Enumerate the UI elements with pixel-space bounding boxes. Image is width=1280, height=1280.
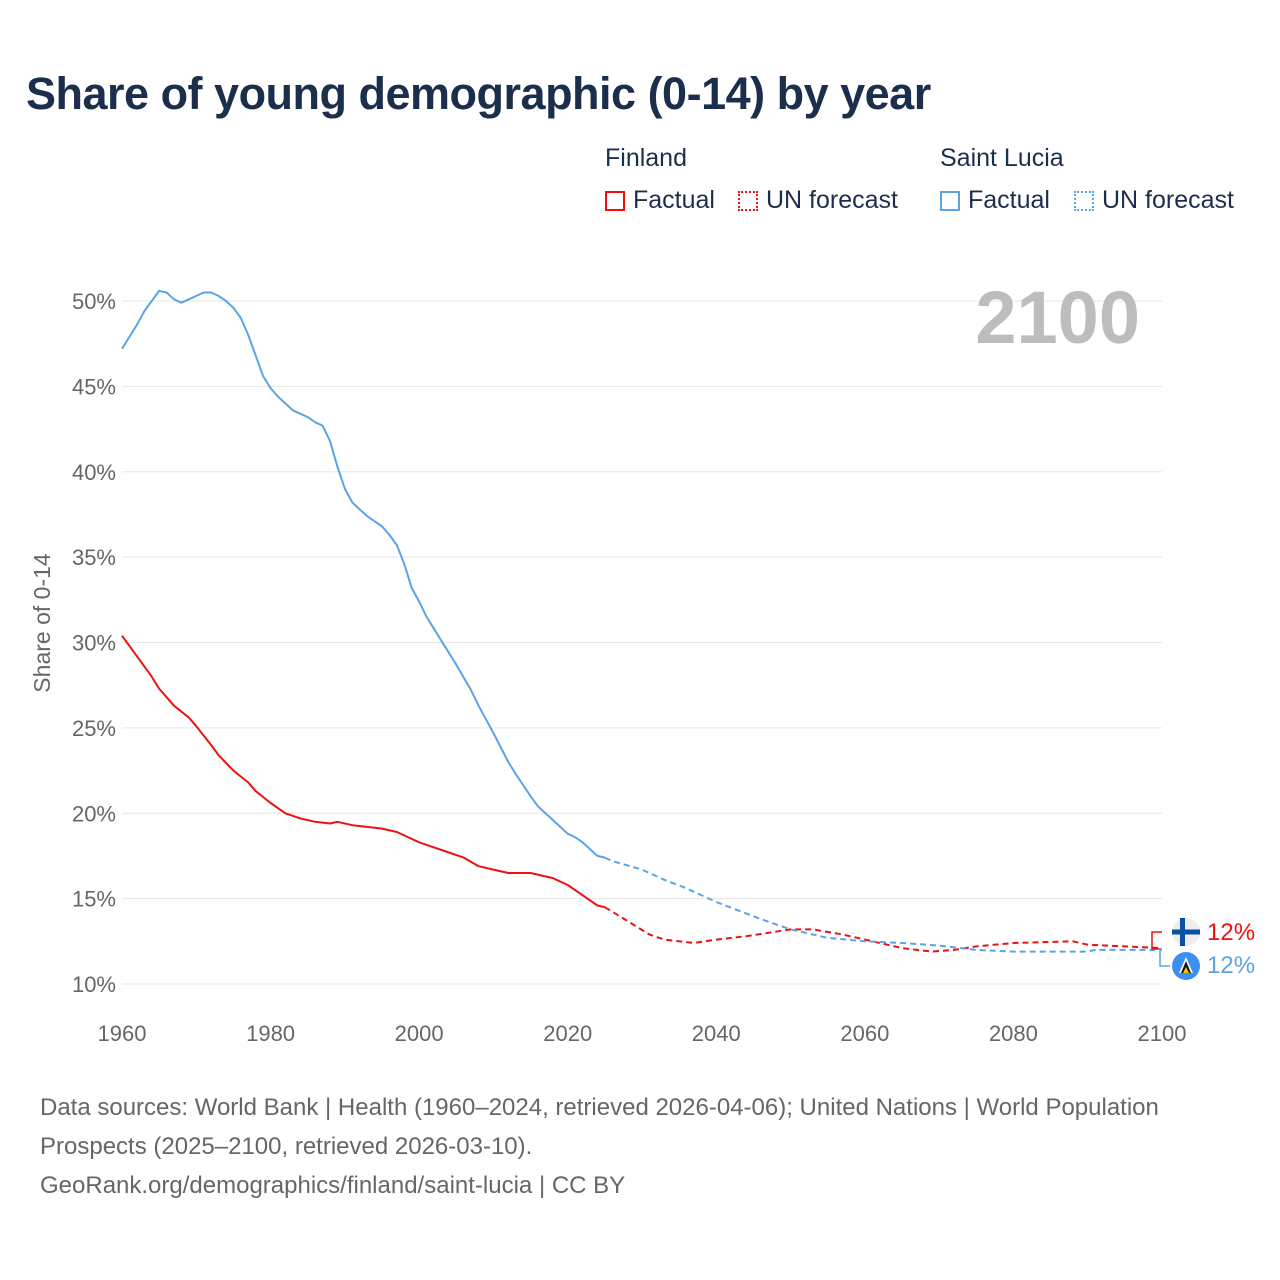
- legend-label: Factual: [633, 186, 715, 214]
- legend-swatch-solid-icon: [940, 190, 960, 211]
- legend-label: UN forecast: [1102, 186, 1234, 214]
- y-axis-label: Share of 0-14: [29, 553, 55, 693]
- legend-finland-title: Finland: [605, 144, 687, 172]
- footer: Data sources: World Bank | Health (1960–…: [40, 1088, 1190, 1205]
- legend-label: Factual: [968, 186, 1050, 214]
- y-tick-label: 35%: [72, 545, 116, 570]
- legend-swatch-solid-icon: [605, 190, 625, 211]
- x-tick-label: 2060: [840, 1021, 889, 1046]
- x-tick-label: 1960: [98, 1021, 147, 1046]
- attribution-link[interactable]: GeoRank.org/demographics/finland/saint-l…: [40, 1172, 626, 1199]
- finland-end-connector: [1151, 931, 1162, 950]
- legend-saint-lucia-factual[interactable]: Factual: [940, 186, 1050, 215]
- data-sources: Data sources: World Bank | Health (1960–…: [40, 1094, 1159, 1160]
- y-tick-label: 20%: [72, 801, 116, 826]
- x-tick-label: 2020: [543, 1021, 592, 1046]
- saint-lucia-end-label: 12%: [1207, 952, 1255, 979]
- legend-swatch-dotted-icon: [738, 190, 758, 211]
- y-tick-label: 50%: [72, 289, 116, 314]
- y-tick-label: 40%: [72, 460, 116, 485]
- x-tick-label: 2080: [989, 1021, 1038, 1046]
- y-tick-label: 45%: [72, 374, 116, 399]
- x-tick-label: 1980: [246, 1021, 295, 1046]
- year-label: 2100: [975, 276, 1140, 359]
- legend-swatch-dotted-icon: [1074, 190, 1094, 211]
- finland-end-label: 12%: [1207, 919, 1255, 946]
- saint-lucia-flag-icon: [1172, 952, 1200, 980]
- legend-saint-lucia-forecast[interactable]: UN forecast: [1074, 186, 1234, 215]
- x-tick-label: 2100: [1138, 1021, 1187, 1046]
- finland-forecast-line: [604, 906, 1163, 953]
- saint-lucia-forecast-line: [604, 856, 1162, 953]
- y-tick-label: 30%: [72, 631, 116, 656]
- y-tick-label: 25%: [72, 716, 116, 741]
- x-tick-label: 2040: [692, 1021, 741, 1046]
- y-tick-label: 15%: [72, 887, 116, 912]
- legend-label: UN forecast: [766, 186, 898, 214]
- legend-finland-forecast[interactable]: UN forecast: [738, 186, 898, 215]
- legend-finland-factual[interactable]: Factual: [605, 186, 715, 215]
- y-tick-label: 10%: [72, 972, 116, 997]
- finland-flag-icon: [1172, 918, 1200, 946]
- legend-saint-lucia-title: Saint Lucia: [940, 144, 1064, 172]
- chart-title: Share of young demographic (0-14) by yea…: [26, 68, 931, 119]
- x-tick-label: 2000: [395, 1021, 444, 1046]
- finland-factual-line: [121, 635, 606, 909]
- saint-lucia-end-connector: [1159, 948, 1170, 967]
- saint-lucia-factual-line: [121, 289, 606, 859]
